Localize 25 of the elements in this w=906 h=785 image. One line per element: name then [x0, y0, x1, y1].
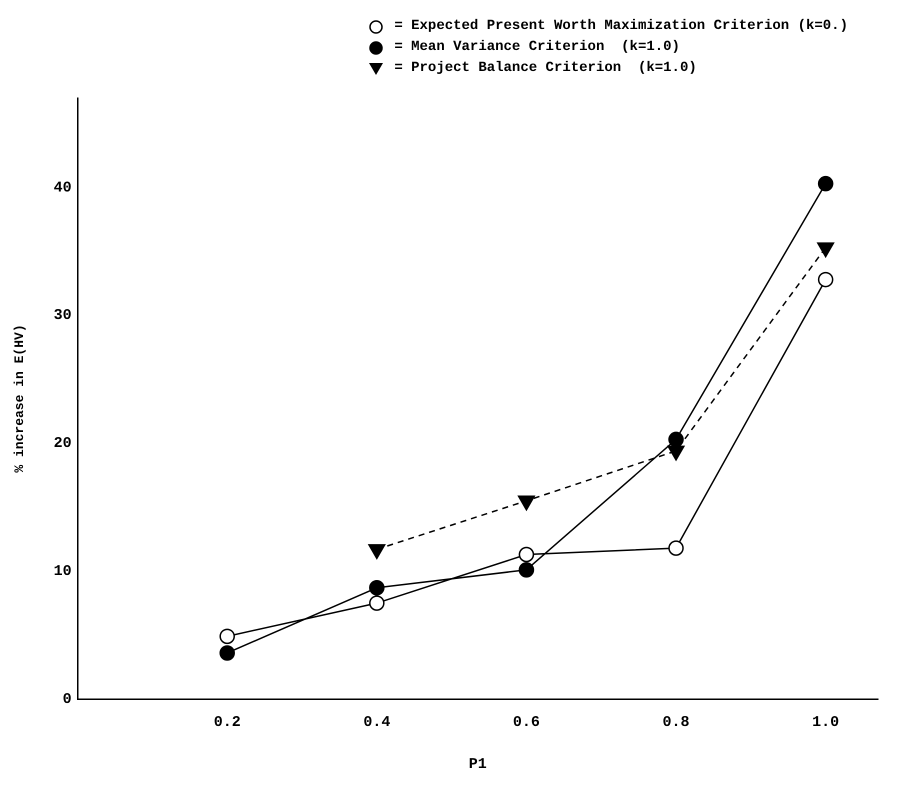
x-tick-label: 0.2 [214, 714, 241, 731]
x-tick-label: 1.0 [812, 714, 840, 731]
x-axis-title: P1 [468, 756, 487, 773]
x-tick-label: 0.4 [363, 714, 390, 731]
point [818, 176, 834, 192]
point [219, 645, 235, 661]
point [668, 432, 684, 448]
point [518, 546, 534, 562]
point [369, 595, 385, 611]
y-tick-label: 10 [54, 562, 72, 580]
point [818, 272, 834, 288]
point [668, 540, 684, 556]
y-tick-label: 30 [54, 307, 72, 324]
point [219, 628, 235, 644]
y-tick-label: 0 [62, 690, 72, 708]
y-tick-label: 40 [54, 179, 72, 196]
x-tick-label: 0.6 [512, 714, 540, 731]
point [369, 580, 385, 596]
x-tick-label: 0.8 [662, 714, 690, 731]
y-tick-label: 20 [54, 435, 72, 452]
legend-label: = Project Balance Criterion (k=1.0) [394, 59, 697, 78]
point [518, 562, 534, 578]
y-axis-title: % increase in E(HV) [12, 324, 28, 473]
legend-label: = Expected Present Worth Maximization Criterion (k=0.) [394, 17, 848, 36]
legend-label: = Mean Variance Criterion (k=1.0) [394, 38, 680, 57]
